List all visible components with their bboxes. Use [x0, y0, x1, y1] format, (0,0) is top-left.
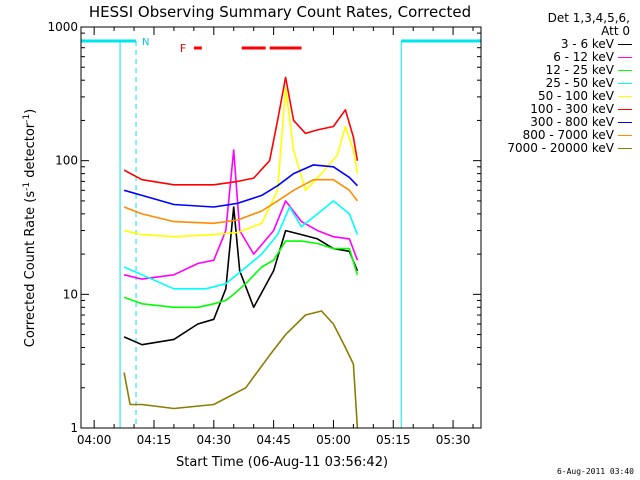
legend-label: 3 - 6 keV	[560, 37, 614, 51]
legend-label: 300 - 800 keV	[530, 115, 614, 129]
legend-item: 25 - 50 keV	[498, 77, 632, 90]
legend-swatch	[618, 57, 632, 58]
legend-swatch	[618, 83, 632, 84]
legend-swatch	[618, 135, 632, 136]
legend-item: 800 - 7000 keV	[498, 129, 632, 142]
legend-swatch	[618, 70, 632, 71]
date-stamp: 6-Aug-2011 03:40	[556, 467, 634, 476]
flare-flag-label: F	[180, 42, 186, 55]
series-line-5	[123, 87, 359, 238]
x-tick-label: 05:30	[436, 433, 471, 447]
legend-label: 7000 - 20000 keV	[507, 141, 614, 155]
detector-header-line2: Att 0	[601, 24, 630, 38]
series-line-2	[123, 149, 359, 280]
legend-item: 7000 - 20000 keV	[498, 142, 632, 155]
y-tick-label: 10	[63, 287, 78, 301]
x-tick-label: 04:45	[256, 433, 291, 447]
x-tick-label: 05:15	[376, 433, 411, 447]
x-tick-label: 04:30	[197, 433, 232, 447]
series-line-4	[123, 200, 359, 290]
legend-swatch	[618, 96, 632, 97]
legend: Det 1,3,4,5,6, Att 0 3 - 6 keV 6 - 12 keV…	[498, 12, 632, 155]
legend-label: 800 - 7000 keV	[522, 128, 614, 142]
legend-item: 3 - 6 keV	[498, 38, 632, 51]
legend-label: 25 - 50 keV	[545, 76, 614, 90]
detector-header-line1: Det 1,3,4,5,6,	[547, 11, 630, 25]
legend-item: 100 - 300 keV	[498, 103, 632, 116]
series-line-7	[123, 164, 358, 208]
series-line-6	[123, 76, 359, 186]
series-line-3	[123, 240, 359, 309]
legend-item: 12 - 25 keV	[498, 64, 632, 77]
legend-swatch	[618, 109, 632, 110]
legend-swatch	[618, 122, 632, 123]
legend-label: 12 - 25 keV	[545, 63, 614, 77]
y-axis-label: Corrected Count Rate (s-1 detector-1)	[22, 109, 38, 347]
x-tick-label: 05:00	[316, 433, 351, 447]
legend-label: 6 - 12 keV	[553, 50, 614, 64]
x-tick-label: 04:00	[77, 433, 112, 447]
y-tick-label: 100	[55, 154, 78, 168]
chart-title: HESSI Observing Summary Count Rates, Cor…	[89, 3, 471, 21]
legend-label: 50 - 100 keV	[537, 89, 614, 103]
legend-item: 50 - 100 keV	[498, 90, 632, 103]
night-flag-label: N	[142, 37, 149, 48]
legend-swatch	[618, 44, 632, 45]
y-tick-label: 1000	[47, 20, 78, 34]
legend-label: 100 - 300 keV	[530, 102, 614, 116]
x-tick-label: 04:15	[137, 433, 172, 447]
series-line-9	[123, 310, 359, 429]
series-line-8	[123, 178, 359, 225]
legend-item: 300 - 800 keV	[498, 116, 632, 129]
plot-frame	[80, 26, 482, 429]
series-line-1	[123, 206, 359, 346]
legend-item: 6 - 12 keV	[498, 51, 632, 64]
legend-swatch	[618, 148, 632, 149]
y-tick-label: 1	[70, 421, 78, 435]
x-axis-label: Start Time (06-Aug-11 03:56:42)	[176, 455, 388, 470]
